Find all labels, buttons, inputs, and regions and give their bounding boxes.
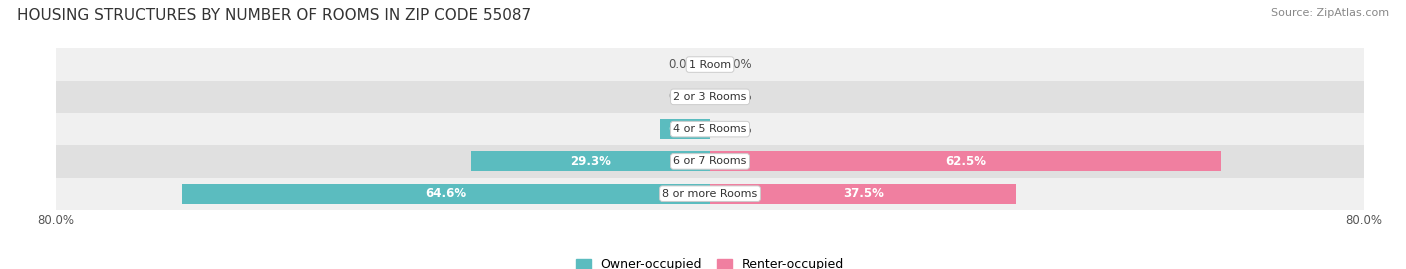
Text: 0.0%: 0.0% <box>723 90 752 103</box>
Text: 6 or 7 Rooms: 6 or 7 Rooms <box>673 156 747 167</box>
Text: 4 or 5 Rooms: 4 or 5 Rooms <box>673 124 747 134</box>
Bar <box>56 145 1364 178</box>
Legend: Owner-occupied, Renter-occupied: Owner-occupied, Renter-occupied <box>571 253 849 269</box>
Bar <box>56 81 1364 113</box>
Text: 0.0%: 0.0% <box>668 58 697 71</box>
Text: HOUSING STRUCTURES BY NUMBER OF ROOMS IN ZIP CODE 55087: HOUSING STRUCTURES BY NUMBER OF ROOMS IN… <box>17 8 531 23</box>
Bar <box>471 151 710 171</box>
Text: 37.5%: 37.5% <box>842 187 884 200</box>
Text: 29.3%: 29.3% <box>569 155 610 168</box>
Text: 1 Room: 1 Room <box>689 59 731 70</box>
Text: 62.5%: 62.5% <box>945 155 986 168</box>
Text: 8 or more Rooms: 8 or more Rooms <box>662 189 758 199</box>
Text: 64.6%: 64.6% <box>426 187 467 200</box>
Bar <box>56 48 1364 81</box>
Bar <box>56 113 1364 145</box>
Bar <box>56 178 1364 210</box>
Text: 0.0%: 0.0% <box>668 90 697 103</box>
Bar <box>183 184 710 204</box>
Text: 0.0%: 0.0% <box>723 58 752 71</box>
Bar <box>710 151 1220 171</box>
Text: 2 or 3 Rooms: 2 or 3 Rooms <box>673 92 747 102</box>
Bar <box>710 184 1017 204</box>
Bar <box>661 119 710 139</box>
Text: Source: ZipAtlas.com: Source: ZipAtlas.com <box>1271 8 1389 18</box>
Text: 0.0%: 0.0% <box>723 123 752 136</box>
Text: 6.1%: 6.1% <box>669 123 702 136</box>
